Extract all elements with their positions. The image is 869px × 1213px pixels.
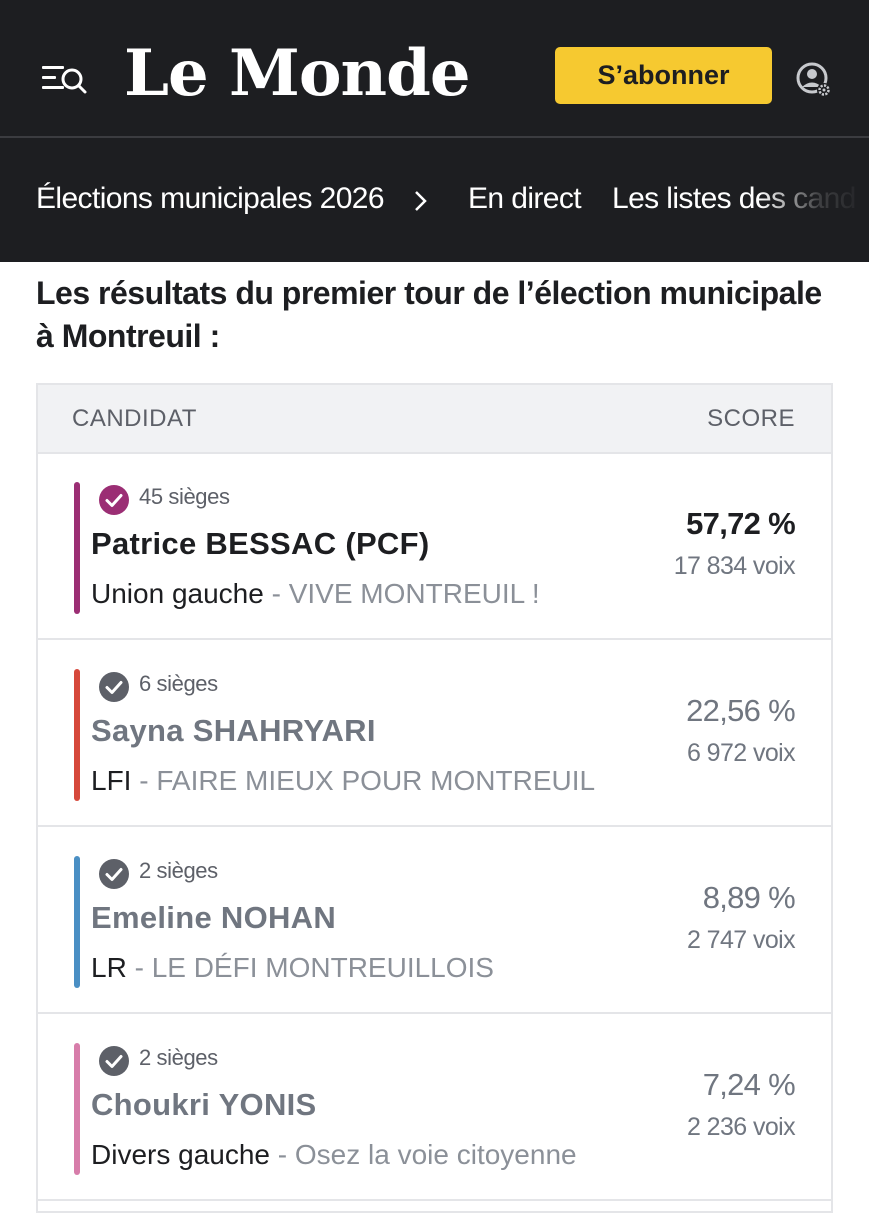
list-name: LE DÉFI MONTREUILLOIS (151, 952, 494, 983)
party-line: LFI - FAIRE MIEUX POUR MONTREUIL (91, 765, 595, 797)
section-nav: Élections municipales 2026 En direct Les… (0, 138, 869, 262)
party-color-bar (74, 1043, 80, 1175)
account-settings-icon[interactable] (794, 60, 834, 100)
candidate-name: Emeline NOHAN (91, 900, 337, 935)
site-header: Le Monde S’abonner (0, 0, 869, 136)
vote-count: 17 834 voix (673, 552, 796, 580)
subscribe-button[interactable]: S’abonner (555, 47, 772, 104)
seats-count: 6 sièges (139, 671, 218, 696)
candidate-name: Patrice BESSAC (PCF) (91, 526, 430, 561)
score-percent: 7,24 % (702, 1067, 796, 1102)
party-label: Divers gauche (91, 1139, 270, 1170)
party-separator: - (263, 578, 289, 609)
candidate-name: Sayna SHAHRYARI (91, 713, 376, 748)
list-name: VIVE MONTREUIL ! (288, 578, 540, 609)
nav-item-live[interactable]: En direct (468, 182, 582, 215)
party-separator: - (269, 1139, 295, 1170)
check-circle-icon (98, 858, 130, 890)
party-color-bar (74, 856, 80, 988)
column-header-candidate: CANDIDAT (72, 405, 197, 432)
table-header: CANDIDAT SCORE (38, 385, 831, 454)
score-percent: 57,72 % (686, 506, 796, 541)
party-label: LR (91, 952, 127, 983)
column-header-score: SCORE (707, 405, 795, 432)
menu-search-icon[interactable] (40, 58, 90, 98)
seats-count: 2 sièges (139, 1045, 218, 1070)
header-divider (0, 136, 869, 138)
check-circle-icon (98, 484, 130, 516)
table-row: 2 sièges Choukri YONIS Divers gauche - O… (38, 1015, 831, 1201)
candidate-name: Choukri YONIS (91, 1087, 317, 1122)
party-color-bar (74, 482, 80, 614)
vote-count: 2 236 voix (687, 1113, 796, 1141)
table-row: 45 sièges Patrice BESSAC (PCF) Union gau… (38, 454, 831, 640)
check-circle-icon (98, 1045, 130, 1077)
score-percent: 8,89 % (702, 880, 796, 915)
check-circle-icon (98, 671, 130, 703)
party-line: Divers gauche - Osez la voie citoyenne (91, 1139, 577, 1171)
site-logo[interactable]: Le Monde (124, 36, 471, 111)
page-title: Les résultats du premier tour de l’élect… (36, 275, 822, 354)
party-line: LR - LE DÉFI MONTREUILLOIS (91, 952, 494, 984)
vote-count: 2 747 voix (687, 926, 796, 954)
nav-fade (759, 138, 869, 262)
list-name: FAIRE MIEUX POUR MONTREUIL (156, 765, 596, 796)
list-name: Osez la voie citoyenne (294, 1139, 577, 1170)
party-separator: - (131, 765, 157, 796)
party-color-bar (74, 669, 80, 801)
vote-count: 6 972 voix (687, 739, 796, 767)
party-label: Union gauche (91, 578, 264, 609)
score-percent: 22,56 % (686, 693, 796, 728)
party-label: LFI (91, 765, 132, 796)
table-row: 6 sièges Sayna SHAHRYARI LFI - FAIRE MIE… (38, 641, 831, 827)
party-line: Union gauche - VIVE MONTREUIL ! (91, 578, 540, 610)
table-row: 2 sièges Emeline NOHAN LR - LE DÉFI MONT… (38, 828, 831, 1014)
seats-count: 45 sièges (139, 484, 230, 509)
nav-section-elections[interactable]: Élections municipales 2026 (36, 182, 385, 215)
chevron-right-icon (410, 186, 432, 216)
seats-count: 2 sièges (139, 858, 218, 883)
party-separator: - (126, 952, 152, 983)
results-table: CANDIDAT SCORE 45 sièges Patrice BESSAC … (36, 383, 833, 1213)
